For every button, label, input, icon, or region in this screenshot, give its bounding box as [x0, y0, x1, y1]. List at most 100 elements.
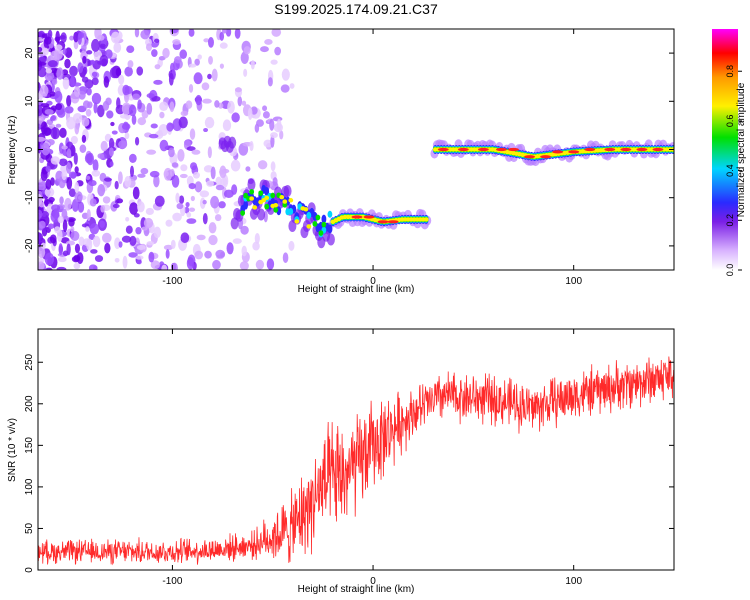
spectrogram-noise-blob — [179, 49, 188, 60]
spectrogram-noise-blob — [202, 98, 212, 104]
spectrogram-noise-blob — [66, 95, 72, 107]
spectrogram-noise-blob — [249, 140, 254, 152]
spectrogram-noise-blob — [208, 37, 214, 48]
spectrogram-noise-blob — [207, 73, 212, 80]
spectrogram-noise-blob — [44, 36, 52, 45]
spectrogram-noise-blob — [203, 38, 210, 43]
snr-axes: -100 0 100 0 50 100 150 200 250 — [24, 329, 674, 587]
spectrogram-noise-blob — [105, 49, 113, 59]
spectrogram-noise-blob — [60, 32, 67, 43]
spectrogram-noise-blob — [74, 191, 83, 203]
spectrogram-noise-blob — [276, 118, 282, 132]
spectrogram-peak — [363, 215, 375, 219]
spectrogram-noise-blob — [260, 46, 269, 53]
spectrogram-peak — [524, 155, 536, 159]
spectrogram-noise-blob — [125, 225, 133, 234]
spectrogram-noise-blob — [186, 146, 196, 151]
spectrogram-xtick-label: 100 — [565, 276, 582, 287]
spectrogram-noise-blob — [102, 196, 111, 204]
spectrogram-noise-blob — [66, 176, 73, 190]
spectrogram-noise-blob — [252, 241, 260, 251]
spectrogram-noise-blob — [91, 38, 100, 52]
spectrogram-noise-blob — [56, 108, 66, 118]
spectrogram-noise-blob — [129, 165, 135, 178]
spectrogram-peak — [584, 147, 596, 152]
spectrogram-noise-blob — [38, 220, 46, 229]
spectrogram-noise-blob — [70, 230, 80, 241]
spectrogram-noise-blob — [271, 29, 282, 37]
colorbar: 0.0 0.2 0.4 0.6 0.8 Normalized spectral ampl… — [712, 29, 747, 276]
spectrogram-noise-blob — [184, 206, 190, 214]
spectrogram-noise-blob — [104, 242, 111, 254]
spectrogram-noise-blob — [84, 79, 94, 89]
spectrogram-peak — [620, 147, 632, 152]
spectrogram-noise-blob — [100, 204, 106, 213]
spectrogram-noise-blob — [91, 169, 101, 177]
spectrogram-noise-blob — [270, 59, 278, 65]
spectrogram-noise-blob — [202, 213, 208, 225]
spectrogram-noise-blob — [175, 192, 180, 204]
spectrogram-noise-blob — [172, 212, 182, 222]
spectrogram-noise-blob — [185, 100, 193, 109]
spectrogram-noise-blob — [126, 45, 135, 54]
spectrogram-noise-blob — [163, 244, 174, 251]
spectrogram-noise-blob — [59, 196, 64, 205]
spectrogram-noise-blob — [171, 162, 179, 168]
spectrogram-noise-blob — [47, 60, 58, 68]
spectrogram-noise-blob — [56, 266, 67, 270]
spectrogram-noise-blob — [270, 134, 275, 148]
spectrogram-noise-blob — [124, 132, 130, 140]
spectrogram-ridge-core — [264, 195, 270, 201]
spectrogram-noise-blob — [51, 78, 58, 85]
spectrogram-noise-blob — [145, 43, 153, 51]
spectrogram-noise-blob — [78, 236, 85, 246]
spectrogram-noise-blob — [62, 219, 68, 233]
spectrogram-peak — [377, 220, 389, 224]
spectrogram-noise-blob — [115, 198, 124, 204]
spectrogram-peak — [495, 147, 507, 152]
spectrogram-noise-blob — [69, 35, 75, 41]
spectrogram-xtick-label: -100 — [162, 276, 182, 287]
spectrogram-noise-blob — [208, 55, 213, 65]
spectrogram-noise-blob — [279, 130, 284, 140]
spectrogram-noise-blob — [89, 198, 97, 207]
spectrogram-noise-blob — [81, 117, 90, 127]
spectrogram-ridge-core — [258, 190, 264, 196]
spectrogram-noise-blob — [178, 116, 188, 129]
spectrogram-noise-blob — [81, 134, 87, 143]
spectrogram-noise-blob — [192, 171, 200, 179]
spectrogram-noise-blob — [58, 243, 63, 256]
spectrogram-noise-blob — [149, 170, 160, 178]
spectrogram-noise-blob — [73, 262, 81, 270]
spectrogram-noise-blob — [54, 90, 63, 103]
spectrogram-noise-blob — [97, 184, 106, 197]
spectrogram-noise-blob — [208, 234, 218, 246]
spectrogram-noise-blob — [108, 137, 115, 150]
spectrogram-ridge-core — [249, 188, 255, 195]
spectrogram-noise-blob — [136, 244, 146, 250]
snr-ytick-label: 50 — [24, 522, 35, 534]
spectrogram-noise-blob — [58, 158, 68, 167]
spectrogram-ridge-core — [294, 219, 300, 224]
spectrogram-noise-blob — [66, 148, 72, 158]
spectrogram-noise-blob — [121, 235, 132, 243]
spectrogram-noise-blob — [61, 145, 68, 150]
spectrogram-noise-blob — [188, 29, 195, 37]
spectrogram-ridge-core — [288, 198, 294, 203]
spectrogram-noise-blob — [179, 173, 188, 179]
spectrogram-noise-blob — [50, 156, 60, 165]
spectrogram-noise-blob — [137, 117, 147, 126]
spectrogram-ridge-core — [321, 221, 327, 228]
spectrogram-noise-blob — [102, 100, 110, 111]
spectrogram-noise-blob — [128, 252, 138, 258]
spectrogram-noise-blob — [118, 74, 125, 85]
spectrogram-noise-blob — [77, 31, 82, 45]
spectrogram-ridge-core — [423, 217, 429, 222]
spectrogram-noise-blob — [289, 83, 295, 89]
spectrogram-ridge-core — [273, 203, 279, 208]
spectrogram-noise-blob — [141, 110, 149, 119]
spectrogram-noise-blob — [168, 147, 175, 158]
spectrogram-noise-blob — [78, 90, 86, 100]
spectrogram-noise-blob — [186, 257, 195, 270]
spectrogram-noise-blob — [85, 108, 92, 117]
